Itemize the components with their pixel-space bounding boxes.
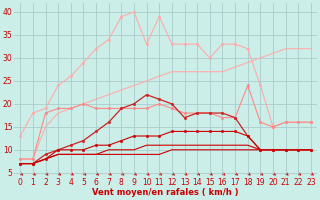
X-axis label: Vent moyen/en rafales ( km/h ): Vent moyen/en rafales ( km/h ) <box>92 188 239 197</box>
